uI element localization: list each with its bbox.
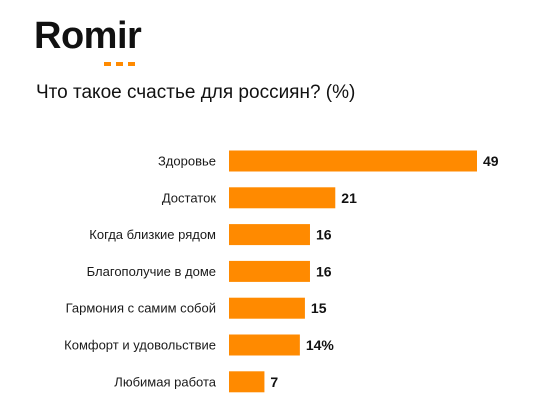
bar — [229, 334, 300, 356]
logo-dot — [104, 62, 111, 66]
bar — [229, 150, 477, 172]
category-label: Достаток — [162, 190, 216, 205]
category-label: Когда близкие рядом — [89, 227, 216, 242]
value-label: 7 — [270, 374, 278, 390]
romir-logo: Romir — [34, 14, 174, 70]
bar — [229, 371, 265, 393]
value-label: 14% — [306, 337, 335, 353]
value-label: 16 — [316, 227, 332, 243]
bar — [229, 297, 305, 319]
value-label: 49 — [483, 153, 499, 169]
category-label: Здоровье — [158, 154, 216, 169]
category-label: Любимая работа — [114, 374, 216, 389]
logo-dot — [116, 62, 123, 66]
bar — [229, 187, 336, 209]
bar — [229, 260, 310, 282]
value-label: 21 — [341, 190, 357, 206]
chart-title: Что такое счастье для россиян? (%) — [36, 82, 356, 103]
category-label: Комфорт и удовольствие — [64, 338, 216, 353]
value-label: 15 — [311, 300, 327, 316]
category-label: Благополучие в доме — [87, 264, 216, 279]
logo-dots — [104, 62, 135, 66]
value-label: 16 — [316, 263, 332, 279]
category-label: Гармония с самим собой — [66, 301, 216, 316]
logo-dot — [128, 62, 135, 66]
logo-text: Romir — [34, 15, 142, 57]
bar — [229, 224, 310, 246]
